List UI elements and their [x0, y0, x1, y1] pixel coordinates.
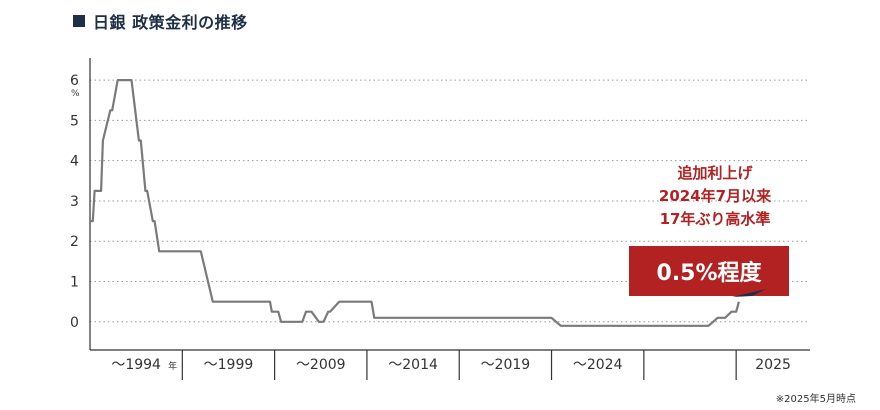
annotation-line-3: 17年ぶり高水準: [660, 210, 771, 228]
callout-box: [629, 246, 789, 296]
y-tick-label: 3: [70, 194, 79, 210]
y-tick-label: 1: [70, 275, 79, 291]
x-tick-label: 2025: [755, 357, 791, 373]
x-tick-label: 〜1994: [111, 357, 161, 373]
callout-value-label: 0.5%程度: [656, 260, 762, 286]
chart-title: 日銀 政策金利の推移: [93, 13, 248, 32]
footnote: ※2025年5月時点: [775, 394, 856, 405]
y-tick-label: 4: [70, 154, 79, 170]
x-tick-label: 〜2009: [296, 357, 346, 373]
chart-title-row: 日銀 政策金利の推移: [73, 10, 248, 32]
callout-pointer: [732, 289, 766, 297]
y-tick-label: 5: [70, 113, 79, 129]
annotation-line-2: 2024年7月以来: [659, 187, 772, 205]
y-tick-labels: 0 1 2 3 4 5 6%: [70, 73, 80, 331]
y-tick-label: 2: [70, 234, 79, 250]
series-group: [90, 78, 740, 327]
policy-rate-line: [90, 78, 740, 327]
x-tick-label-suffix: 年: [168, 360, 177, 372]
axes: [89, 58, 810, 380]
annotation-line-1: 追加利上げ: [677, 164, 753, 182]
y-unit-label: %: [71, 89, 80, 99]
x-tick-label: 〜2014: [388, 357, 438, 373]
x-tick-label: 〜2019: [481, 357, 531, 373]
annotation-group: 追加利上げ 2024年7月以来 17年ぶり高水準 0.5%程度: [629, 164, 789, 297]
x-tick-label: 〜1999: [204, 357, 254, 373]
x-tick-label: 〜2024: [573, 357, 623, 373]
y-tick-label: 6: [70, 73, 79, 89]
x-tick-labels: 〜1994 年 〜1999 〜2009 〜2014 〜2019 〜2024 2025: [111, 357, 791, 373]
y-tick-label: 0: [70, 315, 79, 331]
title-square-icon: [73, 15, 85, 27]
